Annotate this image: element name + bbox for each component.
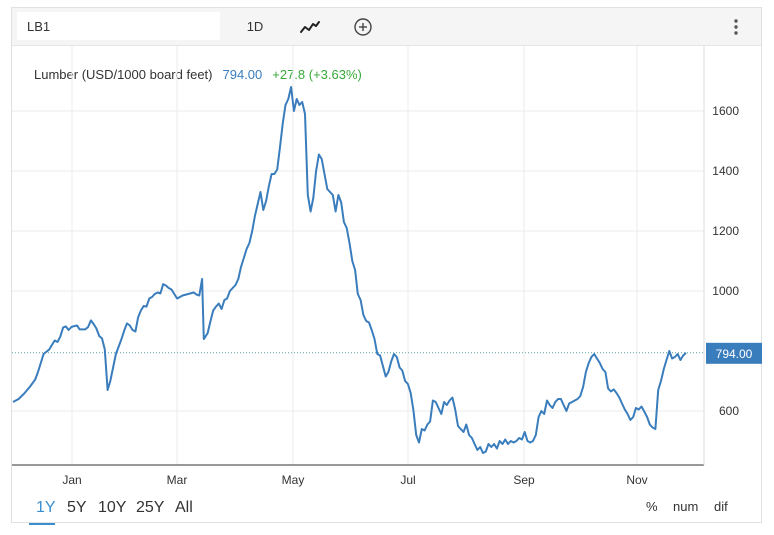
- y-tick-label: 1200: [712, 224, 739, 238]
- plus-circle-icon: [354, 18, 372, 36]
- chart-menu-button[interactable]: [728, 14, 744, 40]
- mode-num[interactable]: num: [673, 499, 699, 514]
- range-5y[interactable]: 5Y: [67, 499, 87, 516]
- mode-percent[interactable]: %: [646, 499, 658, 514]
- x-tick-label: Mar: [167, 473, 188, 487]
- x-tick-label: Nov: [626, 473, 647, 487]
- line-chart-icon: [300, 21, 320, 33]
- range-10y[interactable]: 10Y: [98, 499, 127, 516]
- chart-widget: 1D Lumber (USD/1000 board feet) 794.00 +27…: [11, 7, 763, 525]
- y-tick-label: 1000: [712, 284, 739, 298]
- chart-type-button[interactable]: [298, 14, 322, 40]
- legend-price: 794.00: [222, 67, 263, 82]
- y-tick-label: 1400: [712, 164, 739, 178]
- series-line-lumber: [12, 86, 687, 454]
- price-chart[interactable]: 600 1000 1200 1400 1600 Jan Mar May Jul Sep Nov 79…: [12, 8, 763, 524]
- active-range-underline: [29, 523, 55, 525]
- legend-series-name: Lumber (USD/1000 board feet): [34, 67, 213, 82]
- price-label-tag: [706, 342, 762, 364]
- x-tick-label: Sep: [513, 473, 535, 487]
- mode-dif[interactable]: dif: [714, 499, 728, 514]
- price-label-text: 794.00: [716, 347, 753, 361]
- legend-change: +27.8 (+3.63%): [272, 67, 362, 82]
- symbol-input[interactable]: [17, 12, 220, 40]
- add-comparison-button[interactable]: [352, 14, 374, 40]
- x-tick-label: May: [282, 473, 305, 487]
- range-1y[interactable]: 1Y: [36, 499, 56, 516]
- chart-legend: Lumber (USD/1000 board feet) 794.00 +27.8 …: [34, 67, 362, 82]
- y-tick-label: 600: [719, 404, 739, 418]
- range-25y[interactable]: 25Y: [136, 499, 165, 516]
- x-tick-label: Jul: [400, 473, 415, 487]
- x-tick-label: Jan: [62, 473, 81, 487]
- chart-toolbar: 1D: [12, 8, 761, 46]
- period-button[interactable]: 1D: [246, 19, 264, 34]
- y-tick-label: 1600: [712, 104, 739, 118]
- range-all[interactable]: All: [175, 499, 193, 516]
- vertical-dots-icon: [734, 19, 738, 35]
